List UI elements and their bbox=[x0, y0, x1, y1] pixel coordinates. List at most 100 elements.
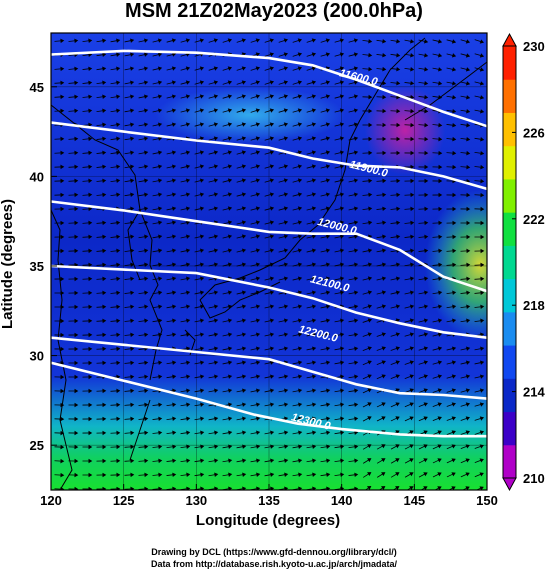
wind-arrow-head bbox=[227, 248, 233, 253]
wind-arrow-head bbox=[130, 430, 135, 436]
wind-arrow-head bbox=[172, 332, 177, 337]
wind-arrow-head bbox=[283, 206, 289, 211]
wind-arrow-head bbox=[88, 430, 93, 436]
wind-arrow-head bbox=[116, 332, 121, 338]
wind-arrow-head bbox=[171, 38, 177, 43]
wind-arrow-head bbox=[451, 402, 456, 407]
wind-arrow-head bbox=[130, 108, 135, 113]
wind-arrow-head bbox=[241, 178, 247, 183]
wind-arrow-head bbox=[60, 136, 65, 142]
wind-arrow-head bbox=[130, 94, 135, 99]
wind-arrow-head bbox=[381, 276, 387, 281]
wind-arrow-head bbox=[269, 108, 275, 113]
wind-arrow-head bbox=[381, 472, 386, 477]
wind-arrow-head bbox=[255, 178, 261, 183]
wind-arrow-head bbox=[381, 416, 386, 421]
wind-arrow-head bbox=[116, 472, 121, 478]
wind-arrow-head bbox=[228, 458, 233, 463]
wind-arrow-head bbox=[451, 388, 457, 393]
wind-arrow-head bbox=[186, 262, 191, 267]
wind-arrow-head bbox=[241, 206, 247, 211]
wind-arrow-head bbox=[423, 486, 428, 490]
wind-arrow-head bbox=[74, 346, 79, 352]
wind-arrow-head bbox=[158, 178, 163, 183]
height-contour bbox=[51, 361, 487, 438]
wind-arrow-head bbox=[438, 122, 443, 128]
wind-arrow-head bbox=[227, 220, 233, 225]
wind-arrow-head bbox=[452, 234, 457, 240]
wind-arrow-head bbox=[367, 304, 373, 309]
wind-arrow-head bbox=[354, 388, 359, 393]
wind-arrow-head bbox=[339, 122, 345, 127]
wind-arrow-head bbox=[311, 122, 317, 127]
wind-arrow-head bbox=[172, 360, 177, 365]
wind-arrow-head bbox=[382, 136, 387, 142]
wind-arrow-head bbox=[270, 486, 275, 490]
wind-arrow-head bbox=[199, 150, 205, 155]
wind-arrow-head bbox=[144, 402, 149, 408]
wind-arrow-head bbox=[144, 192, 149, 197]
wind-arrow-head bbox=[60, 332, 65, 338]
wind-arrow-head bbox=[213, 178, 219, 183]
wind-arrow-head bbox=[88, 136, 93, 142]
wind-arrow-head bbox=[410, 290, 415, 295]
wind-arrow-head bbox=[339, 178, 345, 183]
wind-arrow-head bbox=[269, 262, 275, 267]
wind-arrow-head bbox=[466, 150, 471, 156]
wind-arrow-head bbox=[227, 80, 233, 85]
wind-arrow-head bbox=[382, 178, 387, 184]
wind-arrow-head bbox=[395, 318, 401, 323]
wind-arrow-head bbox=[241, 94, 247, 99]
wind-arrow-head bbox=[311, 290, 317, 295]
wind-arrow-head bbox=[354, 430, 359, 436]
x-tick-label: 120 bbox=[40, 493, 62, 508]
wind-arrow-head bbox=[354, 444, 359, 450]
wind-arrow-head bbox=[130, 122, 135, 127]
wind-arrow-head bbox=[326, 360, 331, 365]
wind-arrow-head bbox=[465, 472, 470, 477]
wind-arrow-head bbox=[60, 318, 65, 324]
colorbar-tick-label: 226 bbox=[523, 125, 545, 140]
wind-arrow-head bbox=[116, 66, 121, 71]
wind-arrow-head bbox=[297, 164, 303, 169]
wind-arrow-head bbox=[102, 276, 107, 282]
wind-arrow-head bbox=[102, 122, 107, 128]
wind-arrow-head bbox=[74, 318, 79, 324]
wind-arrow-head bbox=[284, 416, 289, 421]
wind-arrow-head bbox=[144, 304, 149, 310]
wind-arrow-head bbox=[214, 444, 219, 449]
wind-arrow-head bbox=[424, 304, 429, 309]
wind-arrow-head bbox=[480, 164, 485, 170]
wind-arrow-head bbox=[410, 39, 415, 44]
wind-arrow-head bbox=[339, 150, 345, 155]
wind-arrow-head bbox=[437, 402, 442, 407]
wind-arrow-head bbox=[241, 150, 247, 155]
wind-arrow-head bbox=[480, 304, 485, 310]
wind-arrow-head bbox=[382, 192, 387, 198]
wind-arrow-head bbox=[74, 136, 79, 142]
wind-arrow-head bbox=[116, 248, 121, 254]
wind-arrow-head bbox=[438, 67, 443, 72]
wind-arrow-head bbox=[269, 178, 275, 183]
height-contour bbox=[51, 121, 487, 191]
wind-arrow-head bbox=[186, 304, 191, 309]
y-tick-label: 45 bbox=[30, 80, 44, 95]
wind-arrow-head bbox=[367, 402, 372, 407]
wind-arrow-head bbox=[312, 472, 317, 477]
wind-arrow-head bbox=[339, 206, 345, 211]
wind-arrow-head bbox=[326, 416, 331, 421]
colorbar-segment bbox=[503, 178, 516, 213]
wind-arrow-head bbox=[438, 234, 443, 240]
wind-arrow-head bbox=[214, 318, 219, 323]
wind-arrow-head bbox=[395, 360, 400, 365]
x-tick-label: 125 bbox=[113, 493, 135, 508]
wind-arrow-head bbox=[410, 178, 415, 184]
wind-arrow-head bbox=[256, 486, 261, 490]
wind-arrow-head bbox=[466, 248, 471, 254]
wind-arrow-head bbox=[116, 290, 121, 296]
wind-arrow-head bbox=[213, 262, 219, 267]
wind-arrow-head bbox=[241, 108, 247, 113]
wind-arrow-head bbox=[465, 486, 470, 490]
wind-arrow-head bbox=[283, 332, 289, 337]
wind-arrow-head bbox=[116, 388, 121, 394]
